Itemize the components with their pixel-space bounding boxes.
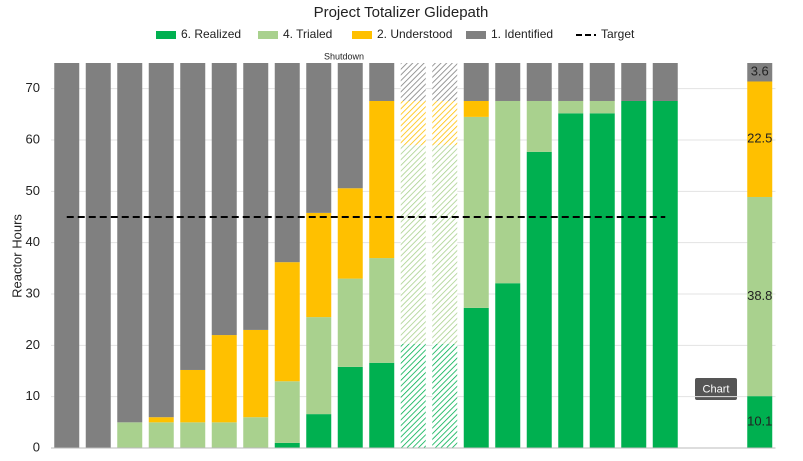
- bar-segment: [747, 396, 773, 448]
- bar-segment: [337, 366, 363, 448]
- legend-swatch: [156, 31, 176, 39]
- bar-segment: [54, 63, 80, 448]
- bar-segment: [369, 258, 395, 363]
- bar-segment: [306, 317, 332, 415]
- bar-segment: [652, 100, 678, 448]
- bar-segment: [463, 116, 489, 308]
- bar-segment: [148, 63, 174, 418]
- bar-segment: [211, 335, 237, 423]
- bar-segment: [274, 262, 300, 382]
- bar-segment: [337, 63, 363, 189]
- y-tick-label: 60: [26, 131, 40, 146]
- bar-segment: [747, 81, 773, 197]
- bar-segment: [589, 113, 615, 448]
- bar-segment: [369, 63, 395, 101]
- bar-segment: [148, 417, 174, 423]
- tooltip[interactable]: Chart: [695, 378, 737, 400]
- bar-segment: [495, 100, 521, 284]
- bar-segment: [558, 63, 584, 101]
- legend-swatch: [352, 31, 372, 39]
- y-tick-label: 30: [26, 285, 40, 300]
- y-tick-label: 50: [26, 183, 40, 198]
- bar-segment: [589, 63, 615, 101]
- bar-segment: [274, 381, 300, 443]
- bar-segment: [180, 369, 206, 423]
- bar-segment: [526, 63, 552, 101]
- bar-segment: [117, 63, 143, 423]
- bar-segment: [747, 196, 773, 397]
- bar-segment: [495, 283, 521, 448]
- bar-segment: [337, 188, 363, 279]
- bar-segment: [432, 63, 458, 101]
- bar-segment: [589, 100, 615, 114]
- bar-segment: [526, 151, 552, 448]
- bar-segment: [85, 63, 111, 448]
- bar-segment: [747, 63, 773, 82]
- bar-segment: [400, 63, 426, 101]
- y-tick-label: 0: [33, 439, 40, 454]
- legend-swatch: [466, 31, 486, 39]
- bar-segment: [274, 63, 300, 263]
- bar-segment: [400, 145, 426, 344]
- bar-segment: [180, 422, 206, 448]
- y-tick-label: 40: [26, 234, 40, 249]
- tooltip-text: Chart: [703, 383, 730, 395]
- bar-segment: [495, 63, 521, 101]
- y-tick-label: 20: [26, 337, 40, 352]
- bar-segment: [400, 100, 426, 146]
- bar-segment: [369, 362, 395, 448]
- legend-label: 4. Trialed: [283, 27, 332, 41]
- bar-segment: [526, 100, 552, 152]
- bar-segment: [243, 417, 269, 448]
- bar-segment: [621, 100, 647, 448]
- y-tick-label: 10: [26, 388, 40, 403]
- bar-segment: [117, 422, 143, 448]
- bar-segment: [621, 63, 647, 101]
- tooltip-box: [695, 378, 737, 400]
- legend-label: Target: [601, 27, 635, 41]
- legend-label: 6. Realized: [181, 27, 241, 41]
- y-tick-label: 70: [26, 80, 40, 95]
- bar-segment: [432, 145, 458, 344]
- bar-segment: [463, 63, 489, 101]
- bar-segment: [432, 343, 458, 448]
- bar-segment: [400, 343, 426, 448]
- legend-label: 2. Understood: [377, 27, 452, 41]
- data-label: 10.1: [747, 414, 772, 429]
- legend-label: 1. Identified: [491, 27, 553, 41]
- bar-segment: [211, 63, 237, 336]
- bar-segment: [337, 278, 363, 367]
- annotation: Shutdown: [324, 51, 364, 61]
- chart-title: Project Totalizer Glidepath: [314, 4, 489, 21]
- bar-segment: [148, 422, 174, 448]
- bar-segment: [306, 414, 332, 448]
- bar-segment: [558, 100, 584, 114]
- bar-segment: [652, 63, 678, 101]
- bar-segment: [243, 63, 269, 330]
- bar-segment: [369, 100, 395, 259]
- bar-segment: [463, 307, 489, 448]
- bar-segment: [211, 422, 237, 448]
- legend-swatch: [258, 31, 278, 39]
- bar-segment: [274, 442, 300, 448]
- bar-segment: [432, 100, 458, 146]
- bar-segment: [306, 63, 332, 213]
- bar-segment: [463, 100, 489, 117]
- bar-segment: [558, 113, 584, 448]
- data-label: 3.6: [751, 64, 769, 79]
- bar-segment: [243, 329, 269, 418]
- bar-segment: [306, 212, 332, 318]
- data-label: 38.8: [747, 288, 772, 303]
- y-axis-label: Reactor Hours: [9, 214, 24, 298]
- data-label: 22.5: [747, 131, 772, 146]
